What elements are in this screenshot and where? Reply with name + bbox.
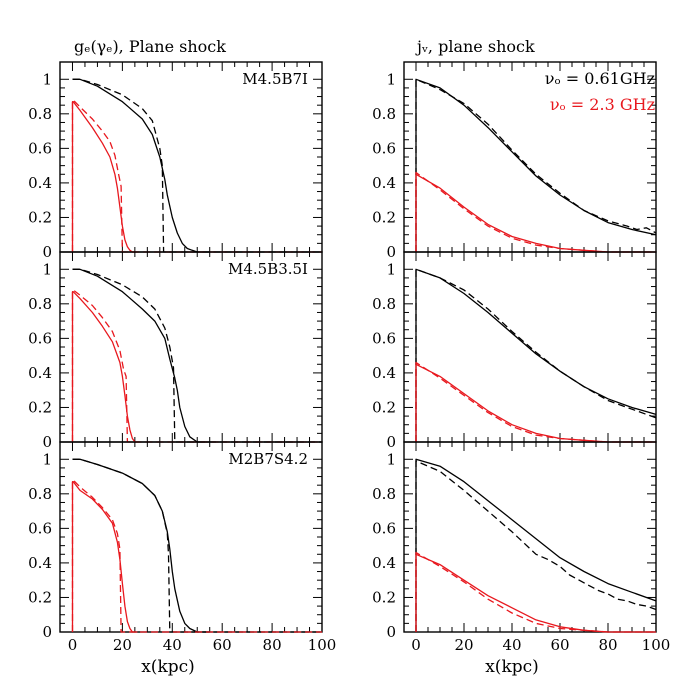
x-tick-label: 80 bbox=[598, 636, 617, 654]
series-red-solid bbox=[71, 481, 138, 633]
panel-frame bbox=[403, 441, 657, 633]
y-tick-label: 0.2 bbox=[28, 398, 52, 416]
panel-left-middle: 0 0.2 0.4 0.6 0.8 1 M4.5B3.5I bbox=[28, 251, 323, 451]
y-tick-label: 0 bbox=[42, 623, 52, 641]
series-black-solid bbox=[72, 458, 210, 633]
series-black-dashed bbox=[72, 268, 322, 443]
y-tick-label: 0.6 bbox=[372, 329, 396, 347]
y-tick-label: 0.6 bbox=[28, 329, 52, 347]
series-black-solid bbox=[415, 78, 657, 252]
y-tick-label: 0.4 bbox=[28, 174, 52, 192]
panel-left-top: 0 0.2 0.4 0.6 0.8 1 M4.5B7I bbox=[28, 61, 323, 261]
y-tick-label: 0.4 bbox=[28, 364, 52, 382]
y-tick-label: 0.4 bbox=[372, 174, 396, 192]
x-tick-label: 20 bbox=[113, 636, 132, 654]
y-tick-label: 1 bbox=[386, 260, 396, 278]
series-red-solid bbox=[415, 553, 656, 633]
x-tick-label: 100 bbox=[308, 636, 337, 654]
y-tick-label: 1 bbox=[42, 70, 52, 88]
panel-label: M2B7S4.2 bbox=[228, 450, 308, 468]
panel-left-bottom: 0 20 40 60 80 100 0 0.2 0.4 0.6 0.8 1 M2B7S4.2 bbox=[28, 441, 337, 654]
right-x-axis-label: x(kpc) bbox=[485, 657, 539, 677]
x-tick-label: 40 bbox=[163, 636, 182, 654]
series-black-dashed bbox=[72, 78, 322, 253]
panel-label: M4.5B7I bbox=[242, 70, 308, 88]
panel-right-middle: 0 0.2 0.4 0.6 0.8 1 bbox=[372, 251, 657, 451]
x-tick-label: 0 bbox=[411, 636, 421, 654]
series-red-dashed bbox=[415, 361, 656, 443]
y-tick-label: 0 bbox=[42, 433, 52, 451]
y-tick-label: 0.6 bbox=[28, 519, 52, 537]
left-x-axis-label: x(kpc) bbox=[141, 657, 195, 677]
series-black-solid bbox=[72, 268, 210, 443]
y-tick-label: 0.2 bbox=[372, 588, 396, 606]
y-tick-label: 0.6 bbox=[28, 139, 52, 157]
y-tick-label: 0.4 bbox=[372, 554, 396, 572]
series-black-solid bbox=[415, 458, 657, 632]
series-red-solid bbox=[415, 173, 656, 253]
y-tick-label: 1 bbox=[386, 450, 396, 468]
y-tick-label: 1 bbox=[42, 260, 52, 278]
y-tick-label: 0 bbox=[386, 243, 396, 261]
panel-right-bottom: 0 20 40 60 80 100 0 0.2 0.4 0.6 0.8 1 bbox=[372, 441, 671, 654]
y-tick-label: 0.2 bbox=[28, 588, 52, 606]
x-tick-label: 60 bbox=[550, 636, 569, 654]
left-column-title: gₑ(γₑ), Plane shock bbox=[74, 37, 226, 56]
y-tick-label: 0.8 bbox=[28, 105, 52, 123]
series-black-solid bbox=[415, 268, 657, 442]
series-black-solid bbox=[72, 78, 210, 253]
panel-right-top: 0 0.2 0.4 0.6 0.8 1 bbox=[372, 61, 657, 261]
series-red-solid bbox=[71, 291, 140, 443]
legend-entry-0: νₒ = 0.61GHz bbox=[545, 69, 655, 88]
x-tick-label: 20 bbox=[454, 636, 473, 654]
x-tick-label: 0 bbox=[68, 636, 78, 654]
legend-entry-1: νₒ = 2.3 GHz bbox=[550, 95, 655, 114]
y-tick-label: 0.8 bbox=[372, 485, 396, 503]
y-tick-label: 0.4 bbox=[372, 364, 396, 382]
y-tick-label: 0.4 bbox=[28, 554, 52, 572]
series-black-dashed bbox=[415, 78, 657, 252]
series-red-dashed bbox=[71, 289, 322, 443]
panel-label: M4.5B3.5I bbox=[228, 260, 308, 278]
panel-frame bbox=[59, 251, 323, 443]
series-red-dashed bbox=[415, 551, 656, 633]
series-black-dashed bbox=[72, 458, 322, 633]
y-tick-label: 0.8 bbox=[28, 485, 52, 503]
x-tick-label: 100 bbox=[642, 636, 671, 654]
y-tick-label: 0.8 bbox=[372, 105, 396, 123]
y-tick-label: 0 bbox=[386, 623, 396, 641]
y-tick-label: 0.2 bbox=[372, 208, 396, 226]
y-tick-label: 0.2 bbox=[28, 208, 52, 226]
panel-frame bbox=[59, 61, 323, 253]
panel-frame bbox=[59, 441, 323, 633]
y-tick-label: 1 bbox=[386, 70, 396, 88]
series-red-dashed bbox=[71, 479, 322, 633]
y-tick-label: 0 bbox=[42, 243, 52, 261]
x-tick-label: 40 bbox=[502, 636, 521, 654]
series-red-dashed bbox=[71, 99, 322, 253]
panel-grid: 0 0.2 0.4 0.6 0.8 1 M4.5B7I 0 0.2 0.4 0.6 0.8 1 M4.5B… bbox=[28, 61, 671, 654]
y-tick-label: 0.8 bbox=[372, 295, 396, 313]
series-black-dashed bbox=[415, 268, 657, 442]
x-tick-label: 60 bbox=[213, 636, 232, 654]
y-tick-label: 0.2 bbox=[372, 398, 396, 416]
y-tick-label: 0.8 bbox=[28, 295, 52, 313]
series-red-solid bbox=[71, 101, 138, 253]
y-tick-label: 0 bbox=[386, 433, 396, 451]
y-tick-label: 1 bbox=[42, 450, 52, 468]
y-tick-label: 0.6 bbox=[372, 139, 396, 157]
right-column-title: jᵥ, plane shock bbox=[415, 37, 535, 56]
x-tick-label: 80 bbox=[263, 636, 282, 654]
y-tick-label: 0.6 bbox=[372, 519, 396, 537]
series-black-dashed bbox=[415, 460, 657, 632]
series-red-dashed bbox=[415, 171, 656, 253]
